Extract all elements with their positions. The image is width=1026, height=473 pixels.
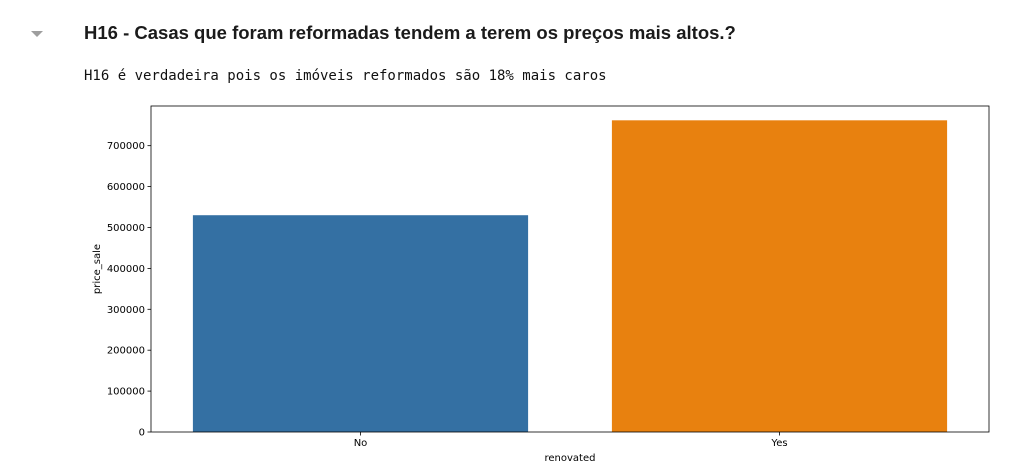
collapse-toggle-icon[interactable]: [31, 31, 43, 37]
y-tick-label: 400000: [107, 264, 145, 275]
x-tick-label: Yes: [770, 438, 787, 449]
bars-group: [192, 120, 948, 432]
cell-output-text: H16 é verdadeira pois os imóveis reforma…: [84, 68, 607, 84]
y-tick-label: 200000: [107, 346, 145, 357]
bar-yes: [611, 120, 948, 432]
y-axis-label: price_sale: [92, 244, 103, 294]
cell-heading: H16 - Casas que foram reformadas tendem …: [84, 22, 736, 43]
y-axis: 0 100000 200000 300000 400000 500000 600000 700…: [107, 141, 151, 439]
plot-frame: [150, 105, 990, 433]
y-tick-label: 300000: [107, 305, 145, 316]
bar-no: [192, 215, 529, 432]
y-tick-label: 100000: [107, 387, 145, 398]
x-axis-label: renovated: [545, 453, 596, 464]
x-tick-label: No: [354, 438, 368, 449]
y-tick-label: 600000: [107, 182, 145, 193]
x-axis: No Yes: [354, 432, 788, 449]
y-tick-label: 0: [139, 428, 145, 439]
y-tick-label: 700000: [107, 141, 145, 152]
y-tick-label: 500000: [107, 223, 145, 234]
